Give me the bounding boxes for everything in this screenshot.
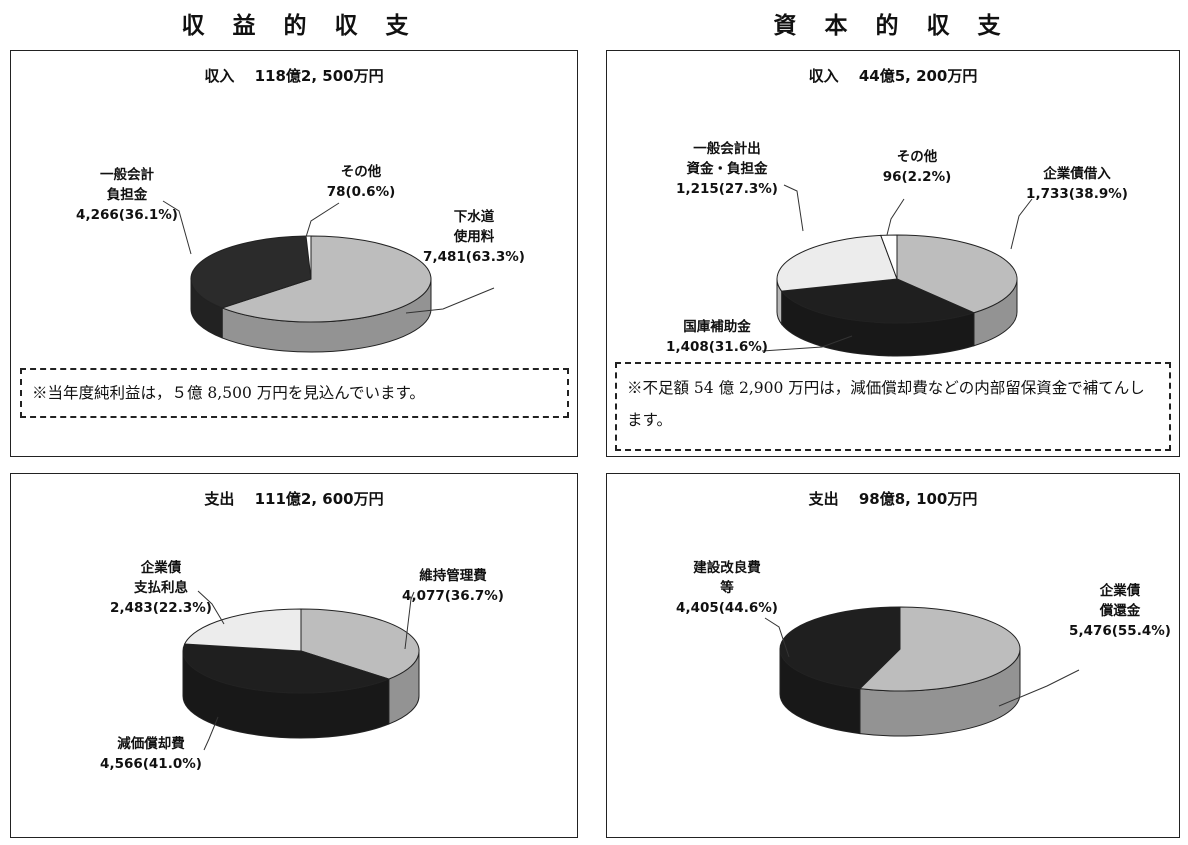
pie-3-leader-1 xyxy=(764,617,790,658)
pie-2-leader-1 xyxy=(203,716,219,751)
capital-expense-panel: 支出 98億8, 100万円 企業債償還金 5,476(55.4%) 建設改良費等 4… xyxy=(606,473,1180,838)
capital-side-title: 資 本 的 収 支 xyxy=(773,13,1011,39)
pie-3-slice-0 xyxy=(858,606,1021,692)
pie-2-leader-0 xyxy=(404,591,415,650)
pie-1-leader-3 xyxy=(886,198,905,236)
pie-0-label-0-line-1: 使用料 xyxy=(453,228,495,245)
pie-1-leader-2 xyxy=(783,184,804,232)
pie-2-label-0-line-0: 維持管理費 xyxy=(419,567,487,584)
pie-0-label-2-line-0: その他 xyxy=(341,163,382,180)
pie-1-slice-2 xyxy=(776,234,898,292)
pie-0-group: 下水道使用料 7,481(63.3%) 一般会計負担金 4,266(36.1%) その他… xyxy=(76,163,525,353)
pie-1-label-2-line-0: 一般会計出 xyxy=(693,140,761,157)
pie-0-label-0: 下水道使用料 7,481(63.3%) xyxy=(423,208,525,265)
pie-1-label-2-line-1: 資金・負担金 xyxy=(687,160,768,177)
pie-2-label-2-line-2: 2,483(22.3%) xyxy=(110,600,212,616)
revenue-income-title: 収入 118億2, 500万円 xyxy=(204,67,384,85)
pie-0-slice-0 xyxy=(220,235,432,323)
pie-2-leader-2 xyxy=(197,590,225,625)
pie-2-label-1: 減価償却費 4,566(41.0%) xyxy=(100,735,202,772)
pie-1-label-1: 国庫補助金 1,408(31.6%) xyxy=(666,318,768,355)
pie-1-label-3-line-1: 96(2.2%) xyxy=(883,169,952,185)
pie-3-label-0-line-0: 企業債 xyxy=(1099,582,1141,599)
pie-1-leader-0 xyxy=(1010,198,1033,250)
revenue-side-title: 収 益 的 収 支 xyxy=(181,13,419,39)
revenue-expense-title: 支出 111億2, 600万円 xyxy=(204,490,384,508)
pie-1-group: 企業債借入 1,733(38.9%) 国庫補助金 1,408(31.6%) 一般会計出資… xyxy=(666,140,1128,357)
pie-0-label-0-line-2: 7,481(63.3%) xyxy=(423,249,525,265)
pie-3-group: 企業債償還金 5,476(55.4%) 建設改良費等 4,405(44.6%) xyxy=(676,559,1171,737)
pie-1-label-0-line-1: 1,733(38.9%) xyxy=(1026,186,1128,202)
pie-2-label-1-line-1: 4,566(41.0%) xyxy=(100,756,202,772)
pie-2-label-0-line-1: 4,077(36.7%) xyxy=(402,588,504,604)
pie-0-label-0-line-0: 下水道 xyxy=(454,208,495,225)
pie-2-slice-0 xyxy=(300,608,420,680)
pie-3-label-1-line-1: 等 xyxy=(720,579,734,596)
pie-2-group: 維持管理費 4,077(36.7%) 減価償却費 4,566(41.0%) 企業債支払利… xyxy=(100,559,504,772)
pie-3-label-1-line-2: 4,405(44.6%) xyxy=(676,600,778,616)
pie-0-label-1-line-2: 4,266(36.1%) xyxy=(76,207,178,223)
pie-2-slice-1 xyxy=(182,643,391,694)
pie-1-slice-0 xyxy=(896,234,1018,314)
pie-0-slice-1 xyxy=(190,235,312,309)
pie-1-label-1-line-0: 国庫補助金 xyxy=(683,318,751,335)
pie-3-label-1-line-0: 建設改良費 xyxy=(692,559,761,576)
revenue-income-pie-chart: 下水道使用料 7,481(63.3%) 一般会計負担金 4,266(36.1%) その他… xyxy=(76,163,525,353)
pie-0-leader-1 xyxy=(162,200,192,255)
pie-2-label-1-line-0: 減価償却費 xyxy=(117,735,185,752)
revenue-expense-pie-chart: 維持管理費 4,077(36.7%) 減価償却費 4,566(41.0%) 企業債支払利… xyxy=(100,559,504,772)
shortfall-note: ※不足額 54 億 2,900 万円は，減価償却費などの内部留保資金で補てんしま… xyxy=(615,362,1171,451)
capital-expense-pie-chart: 企業債償還金 5,476(55.4%) 建設改良費等 4,405(44.6%) xyxy=(676,559,1171,737)
pie-0-label-1-line-0: 一般会計 xyxy=(100,166,154,183)
pie-1-label-0-line-0: 企業債借入 xyxy=(1042,165,1111,182)
net-profit-note: ※当年度純利益は，５億 8,500 万円を見込んでいます。 xyxy=(20,368,569,418)
capital-income-pie-chart: 企業債借入 1,733(38.9%) 国庫補助金 1,408(31.6%) 一般会計出資… xyxy=(666,140,1128,357)
capital-expense-title: 支出 98億8, 100万円 xyxy=(808,490,978,508)
pie-3-slice-1 xyxy=(779,606,901,690)
revenue-expense-panel: 支出 111億2, 600万円 維持管理費 4,077(36.7%) 減価償却費 4,… xyxy=(10,473,578,838)
pie-3-label-0-line-1: 償還金 xyxy=(1099,602,1141,619)
pie-1-label-2-line-2: 1,215(27.3%) xyxy=(676,181,778,197)
pie-1-label-3: その他 96(2.2%) xyxy=(883,148,952,185)
capital-income-panel: 収入 44億5, 200万円 企業債借入 1,733(38.9%) 国庫補助金 1,4… xyxy=(606,50,1180,457)
pie-1-slice-3 xyxy=(880,234,898,280)
pie-0-label-2-line-1: 78(0.6%) xyxy=(327,184,396,200)
pie-3-label-1: 建設改良費等 4,405(44.6%) xyxy=(676,559,778,616)
pie-2-label-2-line-1: 支払利息 xyxy=(133,579,188,596)
pie-2-label-2: 企業債支払利息 2,483(22.3%) xyxy=(110,559,212,616)
pie-1-label-1-line-1: 1,408(31.6%) xyxy=(666,339,768,355)
pie-1-slice-1 xyxy=(780,278,976,324)
pie-0-label-2: その他 78(0.6%) xyxy=(327,163,396,200)
pie-0-leader-2 xyxy=(305,202,340,238)
pie-3-label-0: 企業債償還金 5,476(55.4%) xyxy=(1069,582,1171,639)
pie-0-leader-0 xyxy=(405,287,495,314)
pie-2-slice-2 xyxy=(183,608,302,652)
pie-2-label-0: 維持管理費 4,077(36.7%) xyxy=(402,567,504,604)
pie-1-label-2: 一般会計出資金・負担金 1,215(27.3%) xyxy=(676,140,778,197)
revenue-income-panel: 収入 118億2, 500万円 下水道使用料 7,481(63.3%) 一般会計負担… xyxy=(10,50,578,457)
capital-income-title: 収入 44億5, 200万円 xyxy=(808,67,978,85)
pie-3-leader-0 xyxy=(998,669,1080,707)
pie-3-label-0-line-2: 5,476(55.4%) xyxy=(1069,623,1171,639)
pie-0-label-1-line-1: 負担金 xyxy=(107,186,148,203)
pie-1-label-3-line-0: その他 xyxy=(897,148,938,165)
pie-1-leader-1 xyxy=(761,335,853,352)
pie-2-label-2-line-0: 企業債 xyxy=(140,559,182,576)
pie-0-label-1: 一般会計負担金 4,266(36.1%) xyxy=(76,166,178,223)
pie-1-label-0: 企業債借入 1,733(38.9%) xyxy=(1026,165,1128,202)
